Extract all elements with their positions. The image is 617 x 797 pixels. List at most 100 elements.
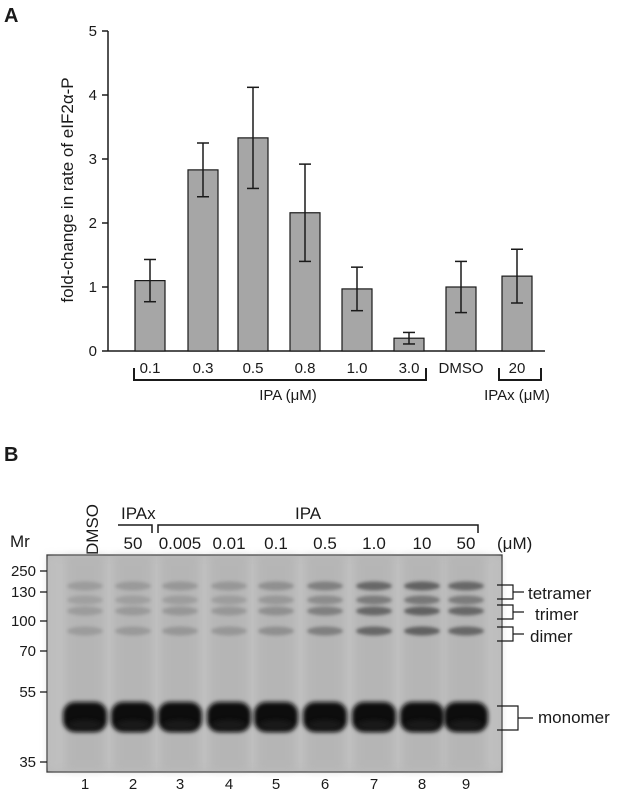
dimer-band — [448, 626, 484, 636]
ipax-bracket — [498, 368, 542, 381]
ipa-header-line — [157, 524, 479, 533]
monomer-band-shadow — [212, 720, 246, 730]
dimer-band — [356, 626, 392, 636]
concentration-label: 0.005 — [159, 534, 202, 553]
gel-lane — [254, 556, 298, 770]
concentration-label: 1.0 — [362, 534, 386, 553]
x-tick-label: 20 — [509, 360, 526, 377]
gel-lane — [400, 556, 444, 770]
dimer-label: dimer — [530, 627, 573, 646]
upper-band — [211, 595, 247, 605]
mr-label: Mr — [10, 532, 30, 551]
x-tick-label: 3.0 — [399, 360, 420, 377]
lane-smear — [447, 556, 485, 770]
x-tick-label: 0.5 — [243, 360, 264, 377]
dimer-band — [211, 626, 247, 636]
tetramer-band — [356, 581, 392, 591]
lane-number: 6 — [321, 776, 329, 793]
upper-band — [404, 595, 440, 605]
gel-lane — [63, 556, 107, 770]
dimer-band — [404, 626, 440, 636]
tetramer-band — [115, 581, 151, 591]
panel-a-letter: A — [4, 5, 18, 27]
lane-smear — [306, 556, 344, 770]
upper-band — [162, 595, 198, 605]
tetramer-band — [448, 581, 484, 591]
y-tick-label: 1 — [89, 279, 97, 296]
dimer-band — [258, 626, 294, 636]
panel-a: A fold-change in rate of eIF2α-P 012345 … — [4, 5, 550, 404]
ipa-bracket — [133, 368, 427, 381]
dmso-lane-label: DMSO — [83, 504, 102, 555]
trimer-band — [67, 606, 103, 616]
lane-smear — [161, 556, 199, 770]
gel-lane — [352, 556, 396, 770]
y-tick-label: 3 — [89, 151, 97, 168]
lane-number: 1 — [81, 776, 89, 793]
upper-band — [448, 595, 484, 605]
trimer-band — [356, 606, 392, 616]
trimer-band — [115, 606, 151, 616]
ipax-group-label: IPAx (μM) — [484, 387, 550, 404]
dimer-band — [162, 626, 198, 636]
monomer-band-shadow — [405, 720, 439, 730]
unit-label: (μM) — [497, 534, 532, 553]
mw-label: 130 — [11, 584, 36, 601]
trimer-band — [258, 606, 294, 616]
x-tick-labels: 0.1 0.3 0.5 0.8 1.0 3.0 DMSO 20 — [140, 360, 526, 377]
gel-lane — [444, 556, 488, 770]
dimer-bracket — [497, 626, 524, 642]
tetramer-band — [67, 581, 103, 591]
x-tick-label: DMSO — [439, 360, 484, 377]
lane-smear — [403, 556, 441, 770]
x-tick-label: 1.0 — [347, 360, 368, 377]
monomer-band-shadow — [449, 720, 483, 730]
y-tick-label: 4 — [89, 87, 97, 104]
monomer-bracket — [497, 705, 533, 731]
monomer-band-shadow — [357, 720, 391, 730]
concentration-label: 50 — [124, 534, 143, 553]
tetramer-band — [211, 581, 247, 591]
concentration-label: 0.1 — [264, 534, 288, 553]
bars — [134, 137, 533, 352]
trimer-band — [211, 606, 247, 616]
lane-number: 9 — [462, 776, 470, 793]
trimer-bracket — [497, 604, 524, 620]
lane-smear — [355, 556, 393, 770]
lane-number: 7 — [370, 776, 378, 793]
tetramer-band — [258, 581, 294, 591]
tetramer-label: tetramer — [528, 584, 592, 603]
dimer-band — [67, 626, 103, 636]
gel-lane — [303, 556, 347, 770]
concentration-label: 0.01 — [212, 534, 245, 553]
tetramer-band — [162, 581, 198, 591]
mw-markers: 250 130 100 70 55 35 — [11, 563, 47, 771]
lane-number: 8 — [418, 776, 426, 793]
lane-smear — [66, 556, 104, 770]
trimer-band — [448, 606, 484, 616]
mw-label: 100 — [11, 613, 36, 630]
upper-band — [356, 595, 392, 605]
x-tick-label: 0.8 — [295, 360, 316, 377]
trimer-label: trimer — [535, 605, 579, 624]
mw-label: 250 — [11, 563, 36, 580]
monomer-band-shadow — [116, 720, 150, 730]
dimer-band — [115, 626, 151, 636]
y-axis-label: fold-change in rate of eIF2α-P — [58, 77, 77, 302]
x-tick-label: 0.3 — [193, 360, 214, 377]
mw-label: 70 — [19, 643, 36, 660]
concentration-labels: 50 0.005 0.01 0.1 0.5 1.0 10 50 — [124, 534, 476, 553]
gel-lane — [111, 556, 155, 770]
upper-band — [258, 595, 294, 605]
lane-number: 4 — [225, 776, 233, 793]
lane-smear — [210, 556, 248, 770]
ipa-group-label: IPA (μM) — [259, 387, 317, 404]
y-tick-label: 5 — [89, 23, 97, 40]
gel-lane — [207, 556, 251, 770]
monomer-band-shadow — [163, 720, 197, 730]
dimer-band — [307, 626, 343, 636]
gel-image — [46, 554, 503, 773]
gel-lane — [158, 556, 202, 770]
panel-b: B Mr DMSO IPAx IPA 50 0.005 0.01 0.1 0.5 1.0 1… — [4, 444, 610, 793]
